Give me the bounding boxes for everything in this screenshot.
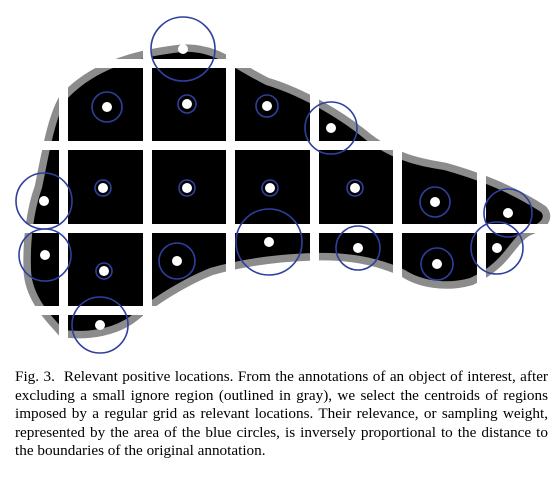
relevance-circles — [15, 16, 533, 354]
object-region — [30, 51, 543, 331]
figure-caption: Fig. 3. Relevant positive locations. From… — [15, 368, 548, 461]
centroid-points — [39, 44, 513, 330]
figure-label: Fig. 3. — [15, 368, 55, 385]
figure — [15, 16, 551, 354]
figure-caption-text: Relevant positive locations. From the an… — [15, 368, 548, 460]
figure-illustration — [15, 16, 551, 354]
